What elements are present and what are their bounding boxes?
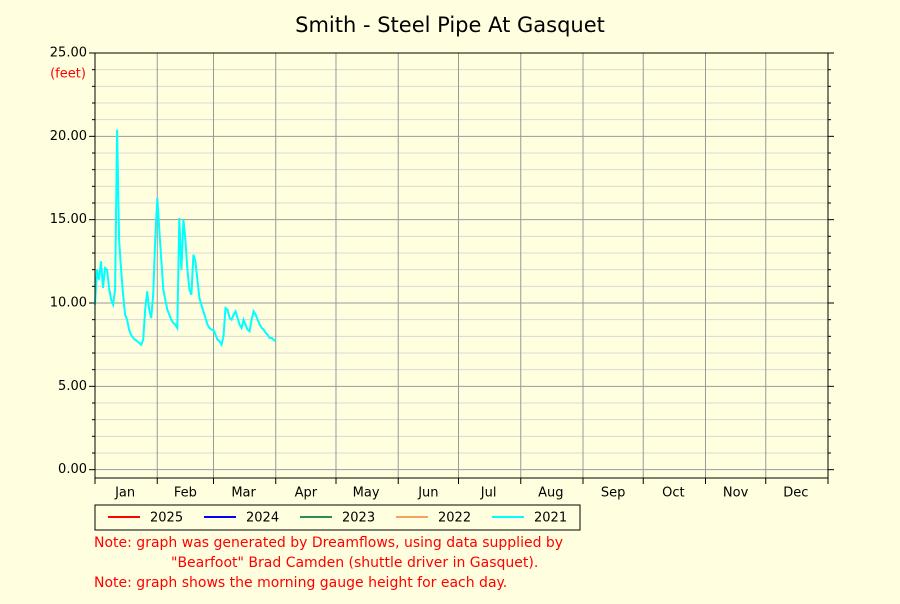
lines [94,129,277,348]
x-tick-label: Apr [295,486,318,501]
x-tick-label: May [353,486,380,501]
note: Note: graph was generated by Dreamflows,… [94,535,563,551]
x-tick-label: Nov [723,486,749,501]
legend-label: 2022 [438,511,471,526]
note: "Bearfoot" Brad Camden (shuttle driver i… [171,555,538,571]
x-tick-label: Jun [417,486,438,501]
legend-label: 2021 [534,511,567,526]
x-tick-label: Jul [480,486,497,501]
legend-box [94,504,581,531]
legend: 2025 2024 2023 2022 2021 [108,511,567,526]
data-line [94,129,277,348]
y-tick-label: 5.00 [58,379,87,394]
y-tick-label: 10.00 [50,296,87,311]
chart-title: Smith - Steel Pipe At Gasquet [295,13,605,37]
legend-label: 2024 [246,511,279,526]
x-tick-label: Aug [538,486,563,501]
x-tick-label: Dec [783,486,808,501]
x-tick-label: Feb [174,486,197,501]
x-tick-label: Oct [662,486,684,501]
legend-label: 2025 [150,511,183,526]
y-tick-label: 15.00 [50,212,87,227]
x-tick-label: Sep [601,486,626,501]
x-tick-label: Jan [114,486,135,501]
y-tick-label: 20.00 [50,129,87,144]
y-axis-label: (feet) [50,67,86,82]
legend-label: 2023 [342,511,375,526]
grid: 0.00 5.00 10.00 15.00 20.00 25.00 Jan Feb Mar Apr… [50,46,834,501]
note: Note: graph shows the morning gauge heig… [94,575,507,591]
y-tick-label: 0.00 [58,462,87,477]
x-tick-label: Mar [231,486,256,501]
y-tick-label: 25.00 [50,46,87,61]
plot-frame [94,52,829,479]
